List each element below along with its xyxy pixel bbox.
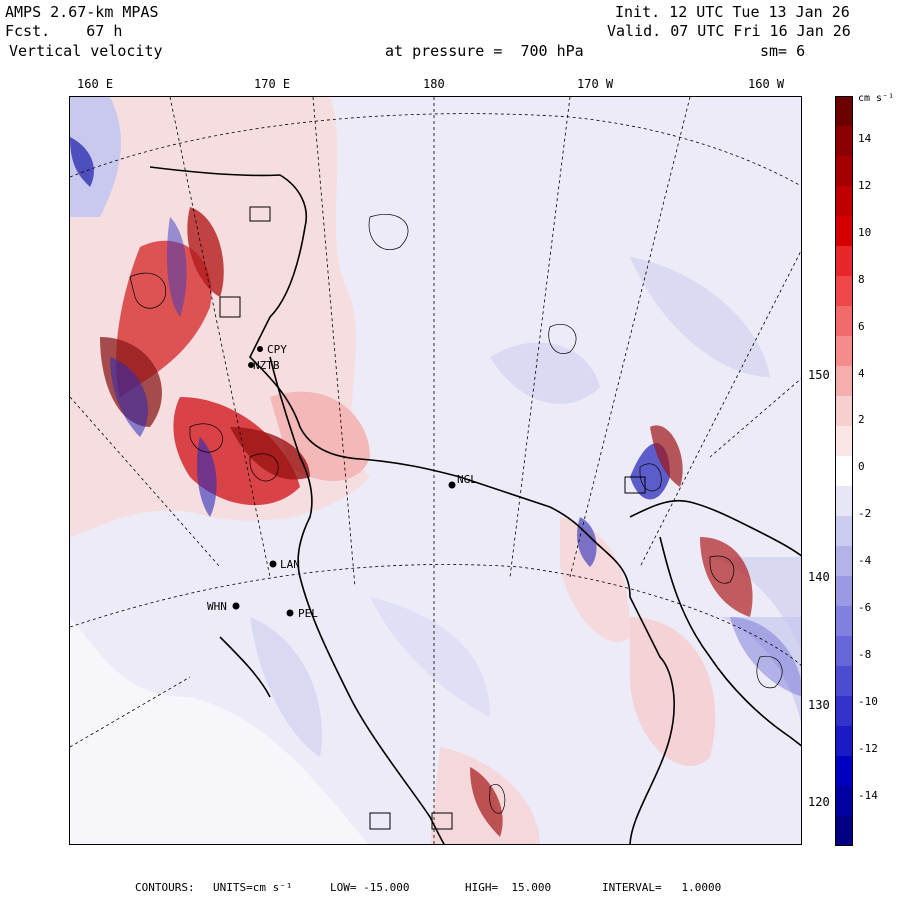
colorbar-tick-label: 4 [858, 366, 865, 380]
colorbar-swatch [835, 696, 853, 727]
vertical-velocity-map: CPY NZTB NGL LAN WHN PEL [69, 96, 802, 845]
colorbar-tick-label: 12 [858, 178, 872, 192]
lon-label-170w: 170 W [577, 77, 614, 91]
colorbar-tick-label: -6 [858, 601, 872, 614]
colorbar-tick-label: 14 [858, 132, 872, 145]
footer-units: UNITS=cm s⁻¹ [213, 881, 293, 894]
colorbar-tick-label: 8 [858, 272, 865, 286]
forecast-hour: Fcst. 67 h [5, 22, 123, 40]
station-cpy: CPY [267, 343, 287, 356]
colorbar-units: cm s⁻¹ [858, 93, 895, 104]
footer-low: LOW= -15.000 [330, 881, 410, 894]
colorbar-swatch [835, 306, 853, 337]
colorbar-swatch [835, 156, 853, 187]
colorbar-tick-label: 0 [858, 460, 865, 474]
colorbar-swatch [835, 336, 853, 367]
station-whn: WHN [207, 600, 227, 613]
colorbar-tick-label: -14 [858, 788, 878, 802]
valid-time: Valid. 07 UTC Fri 16 Jan 26 [607, 22, 851, 40]
colorbar-swatch [835, 606, 853, 637]
colorbar-swatch [835, 786, 853, 817]
colorbar-swatch [835, 666, 853, 697]
colorbar-swatch [835, 456, 853, 487]
station-pel: PEL [298, 607, 318, 620]
colorbar-swatch [835, 276, 853, 307]
colorbar-swatch [835, 126, 853, 157]
footer-interval: INTERVAL= 1.0000 [602, 881, 722, 894]
lon-label-160w: 160 W [748, 77, 785, 91]
map-canvas: CPY NZTB NGL LAN WHN PEL [70, 97, 801, 844]
colorbar-swatch [835, 216, 853, 247]
colorbar-swatch [835, 726, 853, 757]
colorbar-tick-label: 10 [858, 225, 872, 239]
colorbar-tick-label: -10 [858, 694, 878, 708]
model-title: AMPS 2.67-km MPAS [5, 3, 159, 21]
station-lan: LAN [280, 558, 300, 571]
colorbar-swatch [835, 486, 853, 517]
station-nztb: NZTB [253, 359, 280, 372]
smoothing: sm= 6 [760, 42, 806, 60]
station-ngl: NGL [457, 473, 477, 486]
colorbar-swatch [835, 756, 853, 787]
colorbar-swatch [835, 516, 853, 547]
colorbar-swatch [835, 426, 853, 457]
colorbar-tick-label: -4 [858, 554, 872, 568]
init-time: Init. 12 UTC Tue 13 Jan 26 [615, 3, 850, 21]
colorbar-swatch [835, 546, 853, 577]
colorbar-tick-label: 2 [858, 413, 865, 427]
field-name: Vertical velocity [9, 42, 163, 60]
lon-label-170e: 170 E [254, 77, 291, 91]
pressure-level: at pressure = 700 hPa [385, 42, 584, 60]
colorbar-tick-label: -8 [858, 647, 872, 661]
colorbar-swatch [835, 96, 853, 127]
lon-label-160e: 160 E [77, 77, 114, 91]
colorbar [835, 96, 853, 846]
colorbar-swatch [835, 396, 853, 427]
footer-high: HIGH= 15.000 [465, 881, 552, 894]
lon-label-180: 180 [423, 77, 445, 91]
colorbar-swatch [835, 576, 853, 607]
colorbar-swatch [835, 816, 853, 846]
colorbar-swatch [835, 636, 853, 667]
colorbar-swatch [835, 366, 853, 397]
colorbar-tick-label: -2 [858, 507, 872, 521]
colorbar-swatch [835, 186, 853, 217]
colorbar-tick-label: -12 [858, 741, 878, 755]
colorbar-tick-label: 6 [858, 319, 865, 333]
colorbar-swatch [835, 246, 853, 277]
station-markers: CPY NZTB NGL LAN WHN PEL [207, 343, 477, 620]
footer-contours: CONTOURS: [135, 881, 195, 894]
